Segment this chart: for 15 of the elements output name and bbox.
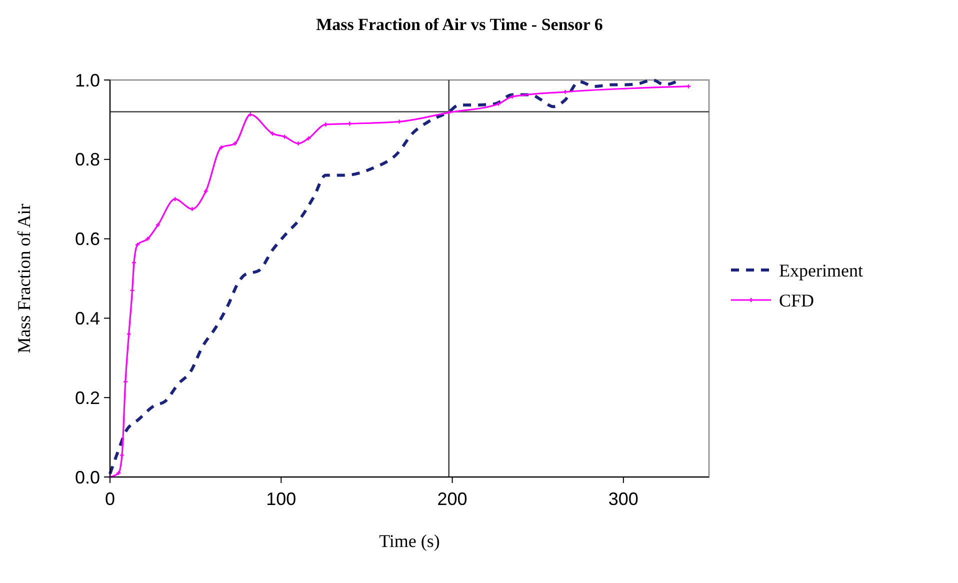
y-tick-label: 0.6 — [74, 229, 100, 250]
x-tick-label: 0 — [104, 489, 116, 509]
x-axis-title: Time (s) — [379, 531, 440, 551]
y-tick-label: 0.4 — [74, 308, 100, 328]
legend-label: Experiment — [779, 260, 863, 280]
y-tick-label: 0.2 — [74, 388, 100, 408]
x-tick-label: 300 — [608, 489, 638, 509]
chart-title: Mass Fraction of Air vs Time - Sensor 6 — [316, 15, 603, 34]
x-tick-label: 100 — [266, 489, 296, 509]
y-tick-label: 0.0 — [74, 467, 100, 488]
y-tick-label: 0.8 — [74, 150, 100, 170]
y-tick-label: 1.0 — [74, 70, 100, 90]
legend-label: CFD — [779, 290, 814, 310]
y-axis-title: Mass Fraction of Air — [14, 204, 34, 354]
x-tick-label: 200 — [437, 489, 468, 509]
